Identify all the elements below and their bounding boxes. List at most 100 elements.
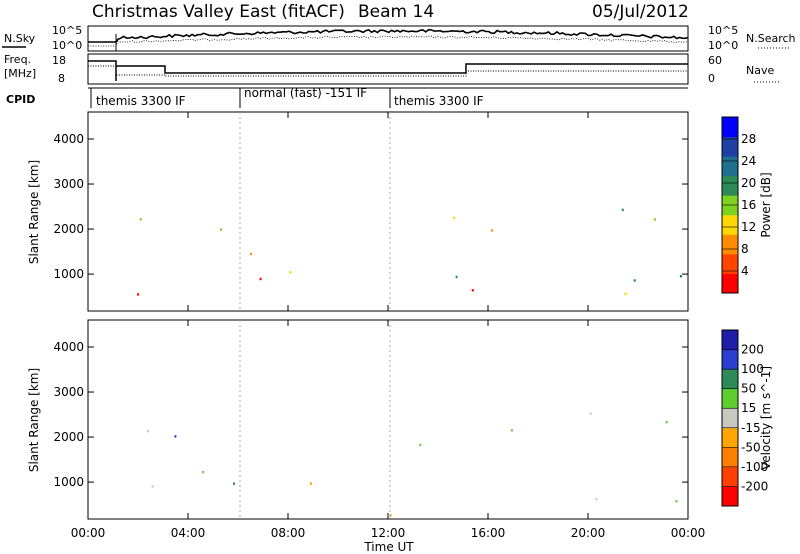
beam-label: Beam 14 [358,2,434,22]
scatter-cell [595,498,598,501]
y-tick-label: 2000 [53,430,84,444]
colorbar-tick-label: 24 [741,154,756,168]
scatter-cell [471,289,474,292]
scatter-cell [151,485,154,488]
colorbar-swatch [722,175,738,196]
colorbar-swatch [722,330,738,351]
y-tick-label: 4000 [53,132,84,146]
cpid-segment-3: themis 3300 IF [394,94,484,108]
velocity-x-axis: 00:00 04:00 08:00 12:00 16:00 20:00 00:00 [71,320,706,540]
scatter-cell [233,482,235,485]
nsearch-tick-top: 10^5 [708,24,738,37]
freq-tick-bottom: 8 [58,72,65,85]
scatter-cell [589,412,592,415]
scatter-cell [259,277,262,281]
scatter-cell [453,216,456,220]
cpid-segment-1: themis 3300 IF [96,94,186,108]
colorbar-swatch [722,156,738,177]
colorbar-tick-label: -15 [741,421,761,435]
scatter-cell [675,500,678,503]
x-tick-label: 00:00 [71,526,106,540]
nave-tick-top: 60 [708,54,722,67]
colorbar-tick-label: 16 [741,198,756,212]
colorbar-tick-label: 200 [741,343,764,357]
y-tick-label: 1000 [53,475,84,489]
colorbar-tick-label: 28 [741,132,756,146]
x-tick-label: 12:00 [371,526,406,540]
power-x-axis-ticks [87,112,689,311]
colorbar-swatch [722,349,738,370]
colorbar-tick-label: 100 [741,362,764,376]
cpid-segment-2: normal (fast) -151 IF [244,86,367,100]
scatter-cell [510,429,513,432]
y-tick-label: 3000 [53,385,84,399]
x-tick-label: 08:00 [271,526,306,540]
colorbar-swatch [722,253,738,274]
colorbar-tick-label: 50 [741,382,756,396]
freq-series [88,60,688,81]
x-tick-label: 16:00 [471,526,506,540]
x-tick-label: 00:00 [671,526,706,540]
power-colorbar: 28 24 20 16 12 8 4 Power [dB] [721,116,773,294]
nave-label: Nave [746,64,774,77]
colorbar-tick-label: -100 [741,460,768,474]
power-y-axis: 1000 2000 3000 4000 [53,132,688,281]
colorbar-tick-label: 15 [741,401,756,415]
x-tick-label: 04:00 [171,526,206,540]
plot-title: Christmas Valley East (fitACF) [92,2,345,22]
colorbar-swatch [722,136,738,157]
scatter-cell [653,218,656,221]
scatter-cell [147,429,149,433]
freq-tick-top: 18 [52,54,66,67]
scatter-cell [419,443,422,447]
scatter-cell [621,208,624,212]
scatter-cell [289,271,292,274]
y-tick-label: 2000 [53,222,84,236]
nsky-label: N.Sky [4,32,36,45]
colorbar-swatch [722,117,738,138]
scatter-cell [137,293,140,296]
x-tick-label: 20:00 [571,526,606,540]
scatter-cell [310,482,312,485]
y-tick-label: 1000 [53,267,84,281]
power-panel: 1000 2000 3000 4000 Slant Range [km] [27,111,689,312]
nsky-series [88,28,689,43]
date-label: 05/Jul/2012 [592,2,689,22]
colorbar-swatch [722,388,738,409]
colorbar-swatch [722,234,738,255]
scatter-cell [249,252,252,256]
colorbar-swatch [722,214,738,235]
nave-tick-bottom: 0 [708,72,715,85]
freq-units-label: [MHz] [4,67,36,80]
freq-label: Freq. [4,53,31,66]
scatter-cell [174,435,177,438]
cpid-bar: CPID themis 3300 IF normal (fast) -151 I… [6,86,688,108]
scatter-cell [665,420,668,424]
cpid-label: CPID [6,93,35,106]
nsearch-tick-bottom: 10^0 [708,39,738,52]
nsearch-series [88,35,689,47]
colorbar-swatch [722,486,738,507]
nsky-tick-top: 10^5 [52,24,82,37]
freq-panel: Freq. [MHz] 18 8 60 0 Nave [4,53,780,85]
colorbar-tick-label: -200 [741,479,768,493]
colorbar-tick-label: 4 [741,264,749,278]
scatter-cell [455,275,458,279]
power-colorbar-label: Power [dB] [759,172,773,237]
scatter-cell [679,275,682,278]
velocity-colorbar-label: Velocity [m s^-1] [759,366,773,470]
velocity-panel: 1000 2000 3000 4000 00:00 04:00 08:00 12:00 16:… [27,319,706,540]
velocity-colorbar: 200 100 50 15 -15 -50 -100 -200 Velocity [m s^-… [721,329,773,507]
nsky-tick-bottom: 10^0 [52,39,82,52]
nsky-panel: N.Sky 10^5 10^0 10^5 10^0 N.Search [2,24,796,52]
colorbar-swatch [722,466,738,487]
scatter-cell [139,218,142,221]
power-scatter-cells [137,208,682,296]
velocity-scatter-cells [147,412,678,517]
scatter-cell [202,471,205,474]
colorbar-tick-label: 12 [741,220,756,234]
scatter-cell [389,514,392,517]
colorbar-tick-label: -50 [741,440,761,454]
y-tick-label: 4000 [53,340,84,354]
nsearch-label: N.Search [746,32,796,45]
